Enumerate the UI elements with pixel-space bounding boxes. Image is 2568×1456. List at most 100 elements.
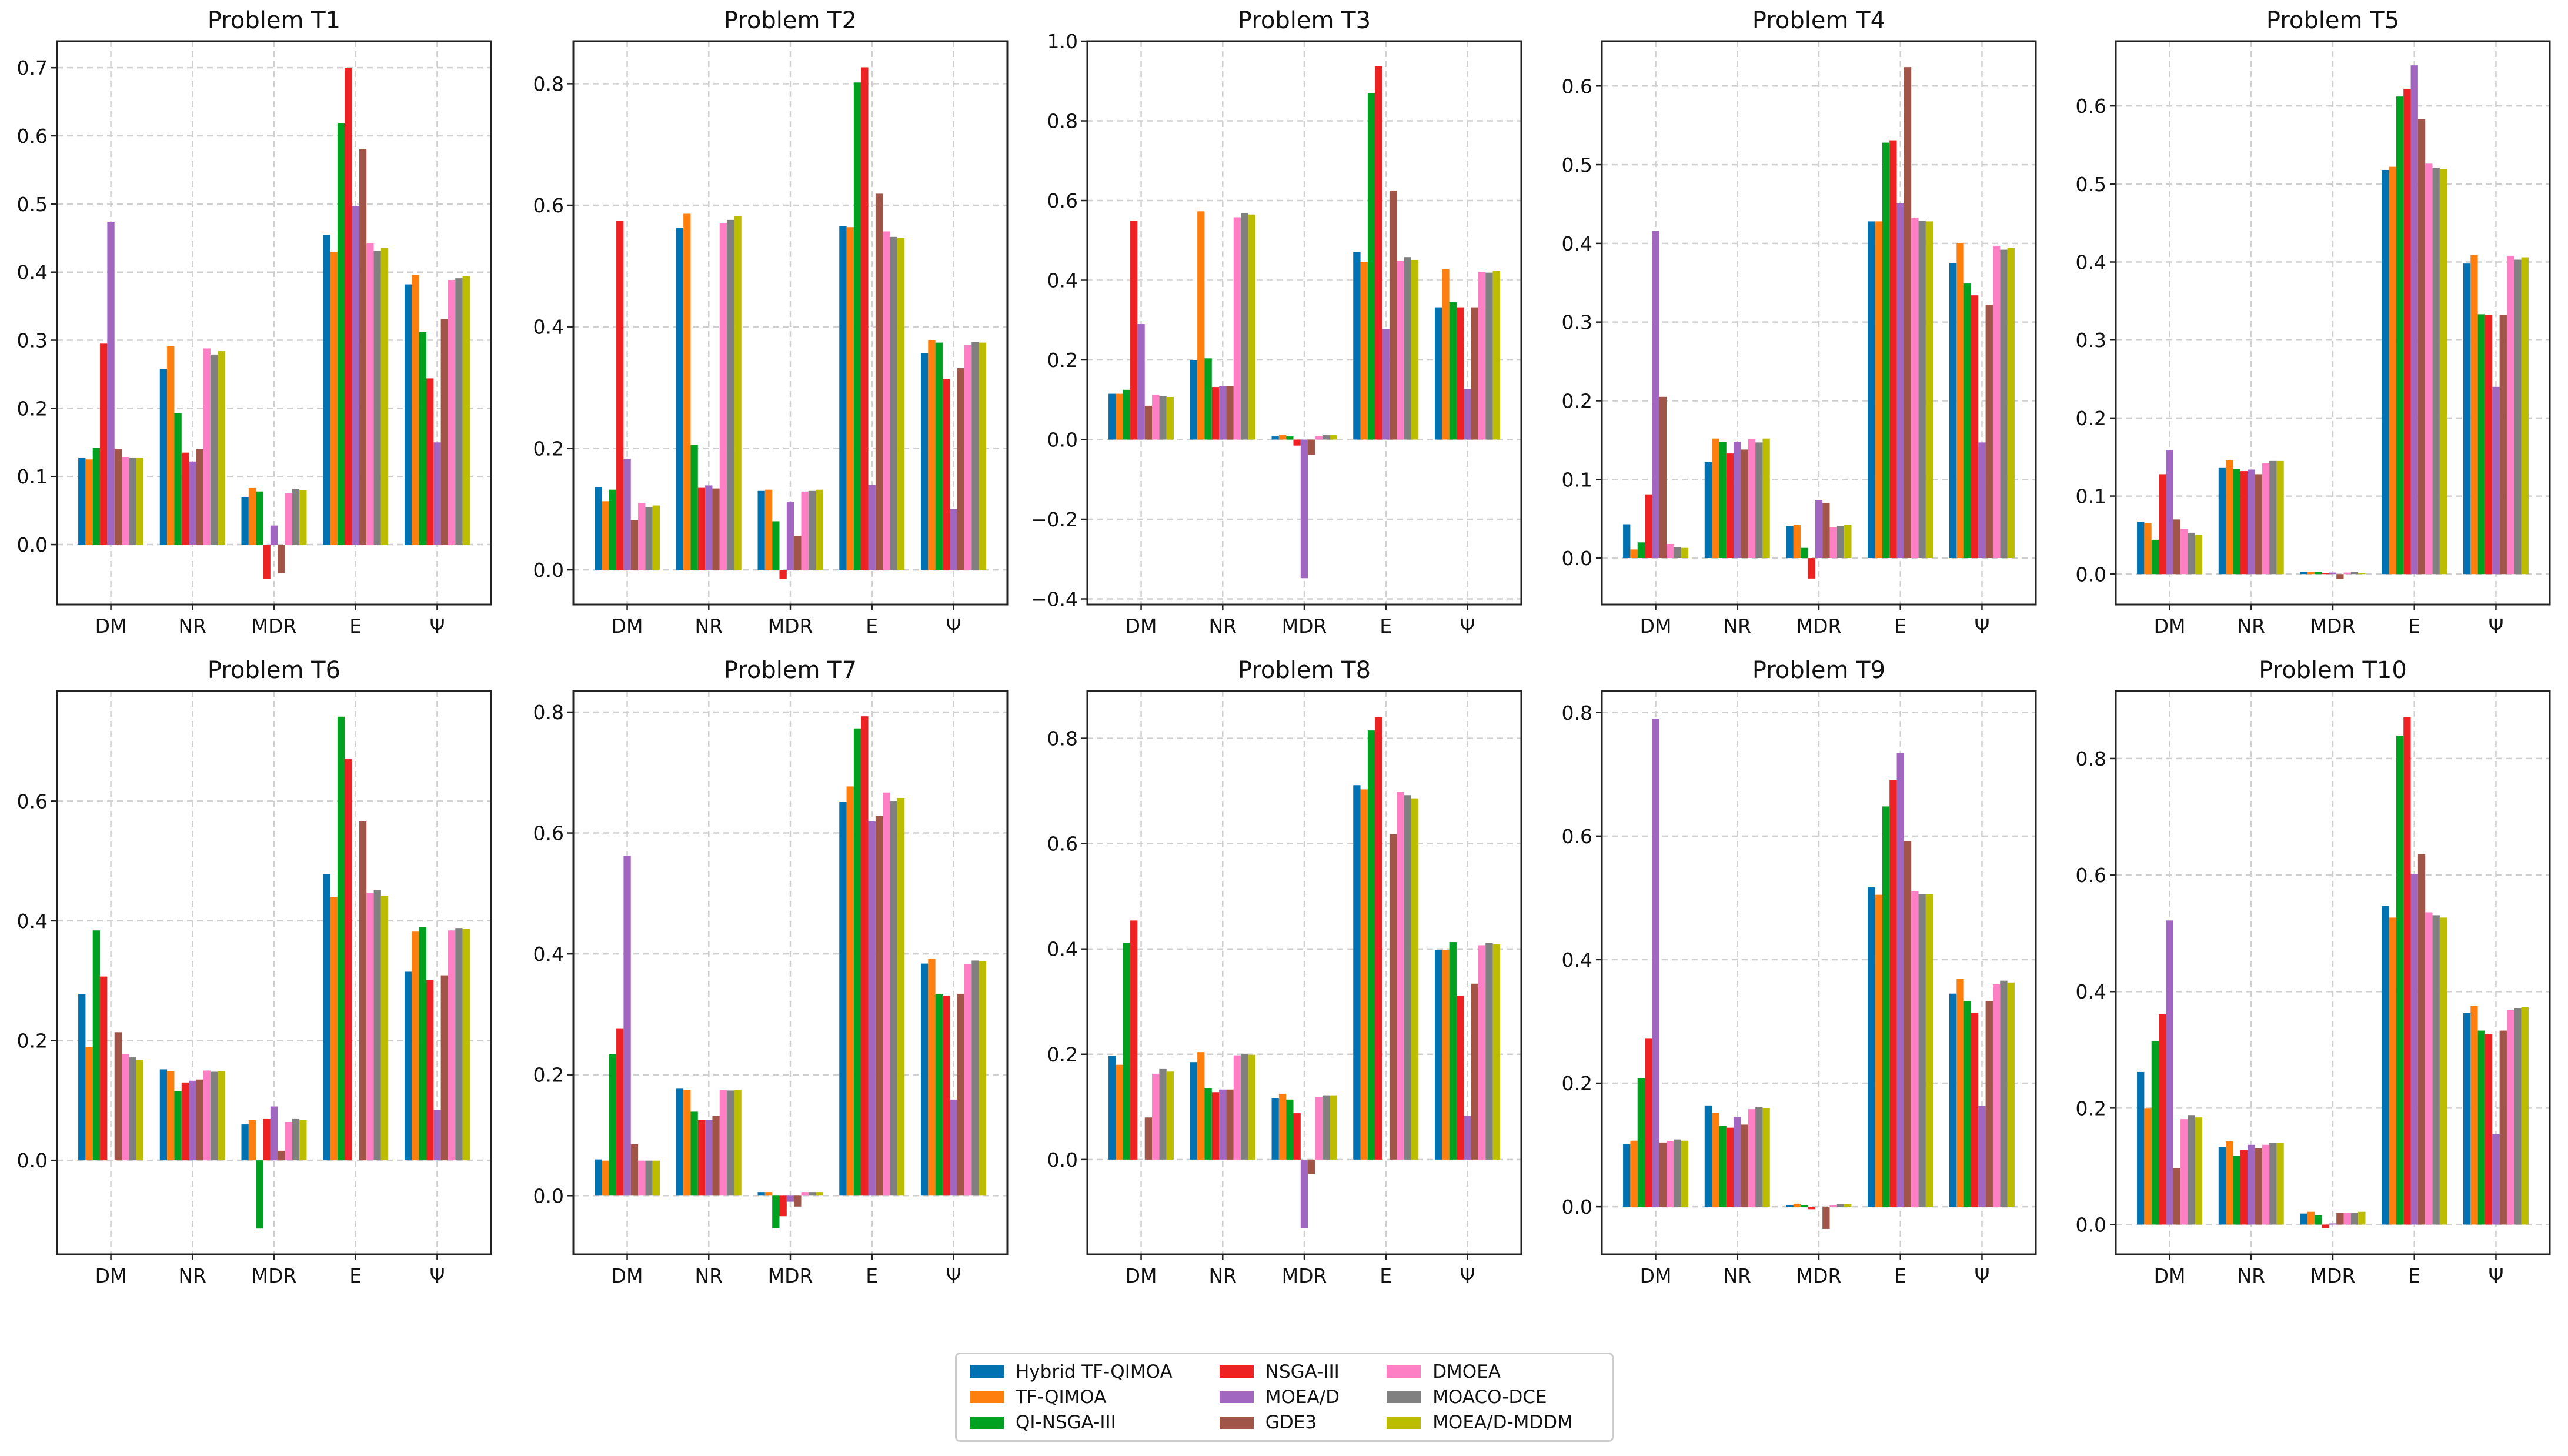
- legend-label: QI-NSGA-III: [1016, 1412, 1116, 1434]
- y-tick-label: 0.6: [1562, 825, 1592, 848]
- bar-dmoea-mdr: [1315, 1097, 1323, 1160]
- y-tick-label: 0.6: [2076, 95, 2106, 118]
- bar-dmoea-dm: [638, 503, 646, 570]
- bar-moea-d-psi: [433, 1110, 441, 1161]
- bar-dmoea-psi: [2506, 255, 2514, 575]
- bar-moea-d-mddm-dm: [2195, 1117, 2203, 1225]
- bar-gde3-psi: [1985, 1001, 1993, 1207]
- bar-gde3-psi: [1471, 983, 1478, 1160]
- legend-swatch: [970, 1416, 1004, 1429]
- bar-moea-d-nr: [189, 1080, 196, 1161]
- bar-moaco-dce-dm: [1159, 396, 1167, 440]
- bar-tf-qimoa-nr: [1197, 211, 1205, 440]
- bar-tf-qimoa-mdr: [248, 1120, 256, 1161]
- bar-hybrid-tf-qimoa-dm: [1623, 1144, 1631, 1207]
- bar-moea-d-mddm-psi: [979, 961, 986, 1196]
- bar-tf-qimoa-e: [1360, 262, 1368, 440]
- bar-moea-d-mddm-e: [1411, 259, 1419, 440]
- axes-frame: [572, 40, 1009, 606]
- bar-nsga-iii-dm: [616, 1028, 624, 1196]
- bar-moaco-dce-mdr: [292, 1118, 300, 1161]
- legend-label: DMOEA: [1432, 1361, 1501, 1382]
- bar-tf-qimoa-e: [1875, 894, 1882, 1207]
- bar-moea-d-mddm-psi: [1492, 944, 1500, 1160]
- bar-qi-nsga-iii-mdr: [1801, 547, 1808, 559]
- legend-swatch: [1219, 1365, 1254, 1378]
- bar-hybrid-tf-qimoa-e: [1353, 785, 1361, 1160]
- x-tick-label: MDR: [1796, 615, 1842, 637]
- bar-moaco-dce-e: [1404, 795, 1411, 1160]
- bar-moaco-dce-dm: [2188, 1115, 2195, 1225]
- bar-gde3-mdr: [1822, 503, 1830, 559]
- bar-moaco-dce-e: [890, 801, 897, 1196]
- bar-qi-nsga-iii-dm: [1637, 542, 1645, 559]
- subplot-5: Problem T5 DM NR MDR E Ψ 0.0 0.1 0.2 0.3 0.4 0.5 0.6: [2076, 7, 2551, 637]
- bar-moaco-dce-psi: [455, 278, 463, 545]
- bar-moea-d-nr: [1219, 1089, 1227, 1160]
- bar-gde3-psi: [440, 975, 448, 1161]
- x-tick-label: MDR: [252, 1264, 297, 1287]
- bar-tf-qimoa-psi: [1956, 979, 1964, 1207]
- y-tick-label: −0.4: [1031, 588, 1078, 611]
- bar-dmoea-nr: [203, 1070, 211, 1161]
- bar-tf-qimoa-nr: [167, 346, 175, 545]
- y-tick-label: 0.6: [533, 822, 564, 845]
- bar-tf-qimoa-nr: [2226, 460, 2233, 575]
- bar-tf-qimoa-e: [330, 897, 338, 1161]
- bar-gde3-psi: [2499, 315, 2507, 575]
- bar-moea-d-psi: [433, 442, 441, 545]
- bar-tf-qimoa-dm: [1116, 1064, 1123, 1160]
- subplot-title: Problem T1: [208, 7, 340, 34]
- legend-item: MOACO-DCE: [1387, 1384, 1599, 1410]
- y-tick-label: 0.0: [2076, 1213, 2106, 1236]
- y-tick-label: 0.8: [1047, 110, 1078, 133]
- bar-qi-nsga-iii-e: [1367, 730, 1375, 1160]
- bar-nsga-iii-dm: [616, 221, 624, 570]
- bar-gde3-nr: [1741, 1124, 1748, 1207]
- bar-nsga-iii-e: [345, 759, 352, 1161]
- bar-moea-d-mdr: [1300, 1159, 1308, 1228]
- bar-moaco-dce-e: [1404, 257, 1411, 440]
- bar-dmoea-e: [883, 792, 890, 1196]
- y-tick-label: 0.3: [2076, 329, 2106, 352]
- bar-qi-nsga-iii-nr: [690, 445, 698, 570]
- bar-tf-qimoa-psi: [2470, 255, 2478, 575]
- bar-moea-d-mdr: [2329, 572, 2337, 575]
- bar-dmoea-nr: [719, 1090, 727, 1196]
- bar-nsga-iii-mdr: [1293, 439, 1301, 446]
- bar-qi-nsga-iii-psi: [419, 927, 426, 1161]
- x-tick-label: Ψ: [946, 1264, 961, 1287]
- bar-gde3-dm: [114, 1032, 122, 1161]
- bar-qi-nsga-iii-psi: [2477, 1030, 2485, 1225]
- x-tick-label: DM: [2154, 1264, 2186, 1287]
- bar-dmoea-e: [2425, 912, 2433, 1225]
- x-tick-label: NR: [694, 615, 723, 637]
- bar-nsga-iii-psi: [2484, 315, 2493, 575]
- bar-qi-nsga-iii-nr: [174, 413, 182, 545]
- bar-hybrid-tf-qimoa-psi: [1949, 263, 1957, 559]
- bar-nsga-iii-dm: [100, 976, 108, 1161]
- y-tick-label: 0.0: [1047, 1148, 1078, 1171]
- y-tick-label: 0.4: [17, 910, 48, 933]
- bar-hybrid-tf-qimoa-nr: [676, 1088, 684, 1196]
- bar-tf-qimoa-dm: [1116, 393, 1123, 440]
- y-tick-label: 0.4: [1562, 232, 1592, 255]
- bar-moaco-dce-psi: [1485, 272, 1493, 440]
- subplot-title: Problem T9: [1752, 657, 1885, 684]
- bar-tf-qimoa-e: [846, 786, 854, 1196]
- bar-nsga-iii-psi: [942, 996, 950, 1196]
- bar-hybrid-tf-qimoa-dm: [1108, 1056, 1116, 1160]
- bar-moaco-dce-e: [2432, 167, 2440, 575]
- bar-hybrid-tf-qimoa-nr: [159, 369, 168, 545]
- bar-nsga-iii-dm: [1645, 494, 1652, 559]
- axes-frame: [1601, 40, 2037, 606]
- x-tick-label: DM: [612, 1264, 643, 1287]
- bar-nsga-iii-psi: [1456, 996, 1464, 1160]
- bar-tf-qimoa-e: [846, 227, 854, 570]
- bar-moaco-dce-nr: [1755, 1107, 1763, 1207]
- x-tick-label: DM: [1640, 1264, 1672, 1287]
- x-tick-label: NR: [178, 1264, 206, 1287]
- bar-moea-d-mddm-nr: [734, 216, 742, 570]
- bar-moea-d-mddm-mdr: [1330, 435, 1337, 440]
